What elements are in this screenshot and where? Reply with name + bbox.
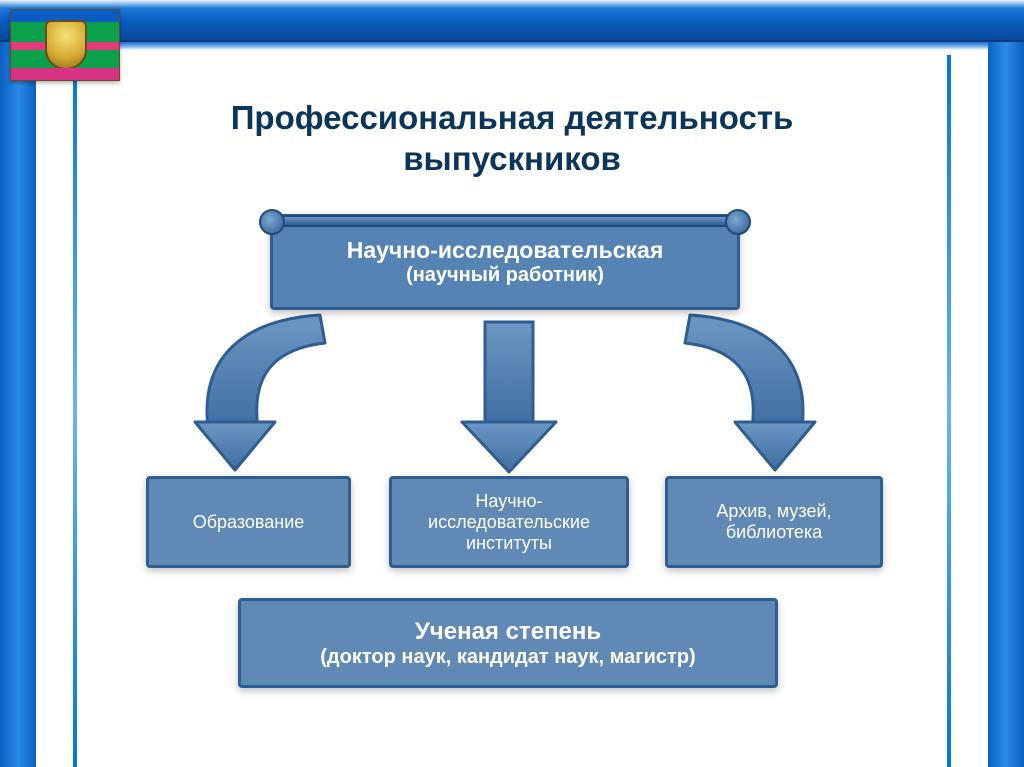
mid-node-right: Архив, музей, библиотека <box>665 476 883 568</box>
mid-node-center-label: Научно-исследовательские институты <box>406 491 612 554</box>
bottom-node-title: Ученая степень <box>415 618 601 646</box>
slide-title: Профессиональная деятельность выпускнико… <box>0 97 1024 180</box>
mid-node-right-label: Архив, музей, библиотека <box>682 501 866 543</box>
mid-node-left-label: Образование <box>193 512 305 533</box>
bottom-node: Ученая степень (доктор наук, кандидат на… <box>238 598 778 688</box>
frame-inner-top-glow <box>36 42 988 50</box>
diagram-area: Научно-исследовательская (научный работн… <box>90 200 934 747</box>
arrow-center <box>462 322 556 472</box>
region-emblem <box>10 4 120 86</box>
scroll-cap-left-icon <box>259 209 285 235</box>
arrow-left <box>195 315 325 470</box>
scroll-bar-decoration <box>267 215 743 227</box>
flag-icon <box>10 9 120 81</box>
top-node-title: Научно-исследовательская <box>347 237 664 264</box>
title-line1: Профессиональная деятельность <box>0 97 1024 138</box>
scroll-cap-right-icon <box>725 209 751 235</box>
frame-top-bar <box>0 0 1024 42</box>
top-node-subtitle: (научный работник) <box>406 264 604 287</box>
arrow-right <box>685 315 815 470</box>
mid-node-center: Научно-исследовательские институты <box>389 476 629 568</box>
frame-top-highlight <box>0 0 1024 8</box>
coat-of-arms-icon <box>45 20 87 70</box>
title-line2: выпускников <box>0 138 1024 179</box>
mid-node-left: Образование <box>146 476 351 568</box>
top-node: Научно-исследовательская (научный работн… <box>270 214 740 310</box>
bottom-node-subtitle: (доктор наук, кандидат наук, магистр) <box>320 646 695 669</box>
